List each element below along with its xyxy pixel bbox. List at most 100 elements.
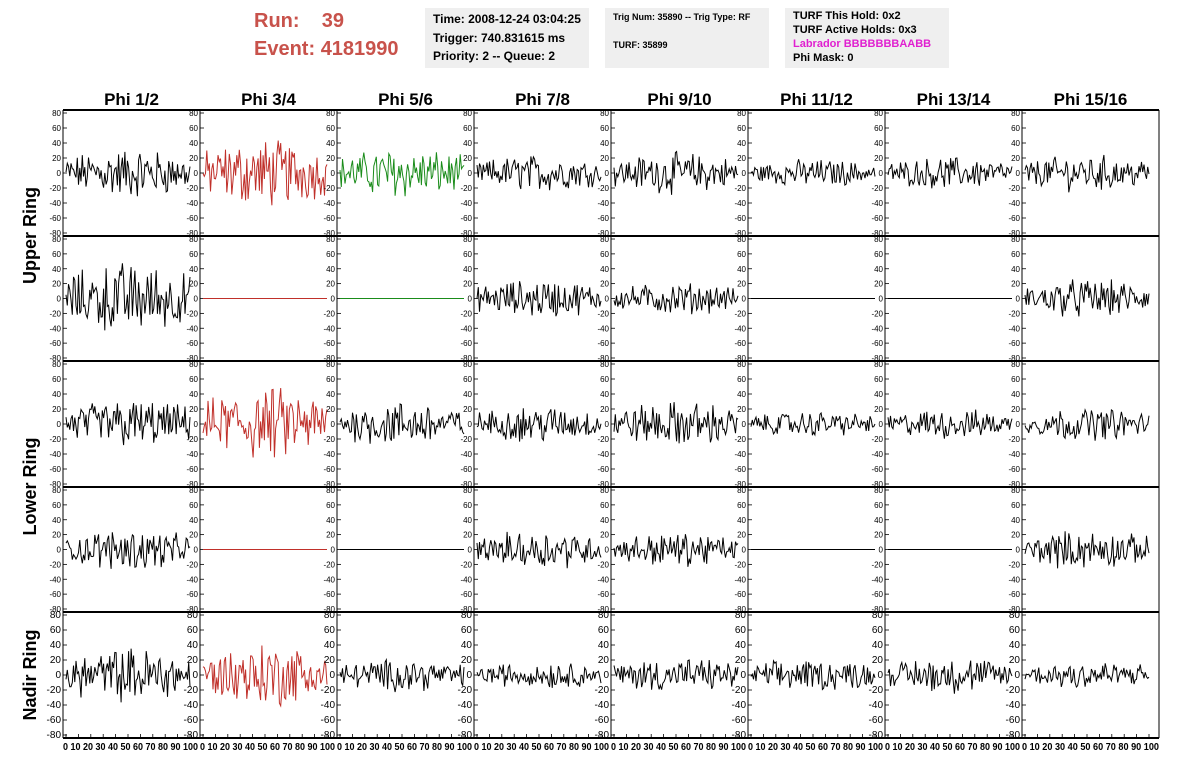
y-tick-label: -40 — [186, 450, 198, 459]
waveform-5-6 — [750, 659, 876, 691]
y-tick-label: 0 — [194, 169, 199, 178]
y-tick-label: 20 — [874, 280, 883, 289]
waveform-3-3 — [339, 403, 465, 444]
y-tick-label: 80 — [598, 610, 610, 621]
y-tick-label: -40 — [1008, 575, 1020, 584]
y-tick-label: 20 — [1011, 154, 1020, 163]
waveform-3-2 — [202, 387, 328, 458]
turf-info-box: TURF This Hold: 0x2 TURF Active Holds: 0… — [785, 8, 949, 68]
waveform-1-1 — [65, 151, 191, 197]
waveform-1-6 — [750, 159, 876, 187]
waveform-2-5 — [613, 283, 739, 315]
y-tick-label: -60 — [321, 715, 336, 726]
y-tick-label: -20 — [734, 560, 746, 569]
x-tick-labels: 0 10 20 30 40 50 60 70 80 90 100 — [748, 742, 883, 753]
y-tick-label: 80 — [1011, 235, 1020, 244]
y-tick-label: 80 — [326, 360, 335, 369]
y-tick-label: 60 — [189, 250, 198, 259]
y-tick-label: 60 — [874, 375, 883, 384]
y-tick-label: 20 — [737, 154, 746, 163]
waveform-1-4 — [476, 155, 602, 191]
y-tick-label: 40 — [463, 265, 472, 274]
y-tick-label: -60 — [597, 590, 609, 599]
y-tick-label: -40 — [184, 700, 199, 711]
waveform-5-5 — [613, 659, 739, 690]
y-tick-label: -60 — [458, 715, 473, 726]
y-tick-label: -60 — [871, 214, 883, 223]
y-tick-label: -40 — [323, 450, 335, 459]
y-tick-label: 0 — [331, 546, 336, 555]
y-tick-label: 0 — [1016, 546, 1021, 555]
y-tick-label: -80 — [734, 354, 746, 363]
y-tick-label: 40 — [326, 390, 335, 399]
y-tick-label: -40 — [49, 199, 61, 208]
y-tick-label: -20 — [323, 560, 335, 569]
y-tick-label: -60 — [47, 715, 62, 726]
y-tick-label: 20 — [598, 655, 610, 666]
y-tick-label: -60 — [186, 590, 198, 599]
y-tick-label: 80 — [600, 109, 609, 118]
y-tick-label: -20 — [871, 309, 883, 318]
y-tick-label: 20 — [52, 280, 61, 289]
y-tick-label: 80 — [735, 610, 747, 621]
y-tick-label: -20 — [186, 184, 198, 193]
y-tick-label: 20 — [189, 531, 198, 540]
event-value: 4181990 — [320, 38, 399, 60]
y-tick-label: 60 — [461, 625, 473, 636]
ring-label-2: Lower Ring — [20, 438, 40, 536]
y-tick-label: -20 — [47, 685, 62, 696]
y-tick-label: 60 — [737, 375, 746, 384]
y-tick-label: 20 — [874, 405, 883, 414]
y-tick-label: 0 — [879, 169, 884, 178]
y-tick-label: 40 — [187, 640, 199, 651]
y-tick-label: -20 — [49, 435, 61, 444]
trig-info-box: Trig Num: 35890 -- Trig Type: RF TURF: 3… — [605, 8, 769, 68]
waveform-4-1 — [65, 532, 191, 569]
y-tick-label: 0 — [468, 295, 473, 304]
y-tick-label: -60 — [871, 465, 883, 474]
y-tick-label: -80 — [732, 730, 747, 741]
y-tick-label: 60 — [463, 375, 472, 384]
y-tick-label: 40 — [1011, 390, 1020, 399]
y-tick-label: 60 — [600, 501, 609, 510]
y-tick-label: 0 — [605, 295, 610, 304]
x-tick-labels: 0 10 20 30 40 50 60 70 80 90 100 — [1022, 742, 1159, 753]
y-tick-label: -60 — [734, 214, 746, 223]
y-tick-label: 80 — [326, 486, 335, 495]
column-header-6: Phi 11/12 — [780, 90, 853, 109]
y-tick-label: 20 — [324, 655, 336, 666]
x-tick-labels: 0 10 20 30 40 50 60 70 80 90 100 — [200, 742, 335, 753]
time-text: Time: 2008-12-24 03:04:25 — [433, 12, 581, 26]
y-tick-label: 20 — [463, 531, 472, 540]
turf-hold-text: TURF This Hold: 0x2 — [793, 10, 901, 22]
y-tick-label: -80 — [186, 605, 198, 614]
y-tick-label: 80 — [189, 235, 198, 244]
priority-text: Priority: 2 -- Queue: 2 — [433, 49, 556, 63]
waveform-5-1 — [65, 648, 191, 703]
y-tick-label: 80 — [737, 109, 746, 118]
y-tick-label: 0 — [1016, 169, 1021, 178]
y-tick-label: 20 — [52, 531, 61, 540]
y-tick-label: 20 — [189, 154, 198, 163]
phi-mask-text: Phi Mask: 0 — [793, 52, 854, 64]
y-tick-label: 40 — [1009, 640, 1021, 651]
y-tick-label: 60 — [872, 625, 884, 636]
y-tick-label: 20 — [187, 655, 199, 666]
y-tick-label: 80 — [52, 360, 61, 369]
y-tick-label: -80 — [1008, 605, 1020, 614]
y-tick-label: -20 — [597, 435, 609, 444]
y-tick-label: -40 — [1008, 450, 1020, 459]
waveform-4-5 — [613, 534, 739, 567]
y-tick-label: 60 — [1011, 501, 1020, 510]
y-tick-label: 60 — [1011, 250, 1020, 259]
y-tick-label: -60 — [186, 465, 198, 474]
waveform-3-7 — [887, 409, 1013, 439]
y-tick-label: -60 — [460, 339, 472, 348]
y-tick-label: -20 — [323, 309, 335, 318]
y-tick-label: 40 — [874, 139, 883, 148]
y-tick-label: -80 — [597, 354, 609, 363]
y-tick-label: -40 — [1006, 700, 1021, 711]
y-tick-label: 40 — [463, 516, 472, 525]
y-tick-label: 0 — [194, 546, 199, 555]
y-tick-label: -20 — [186, 435, 198, 444]
